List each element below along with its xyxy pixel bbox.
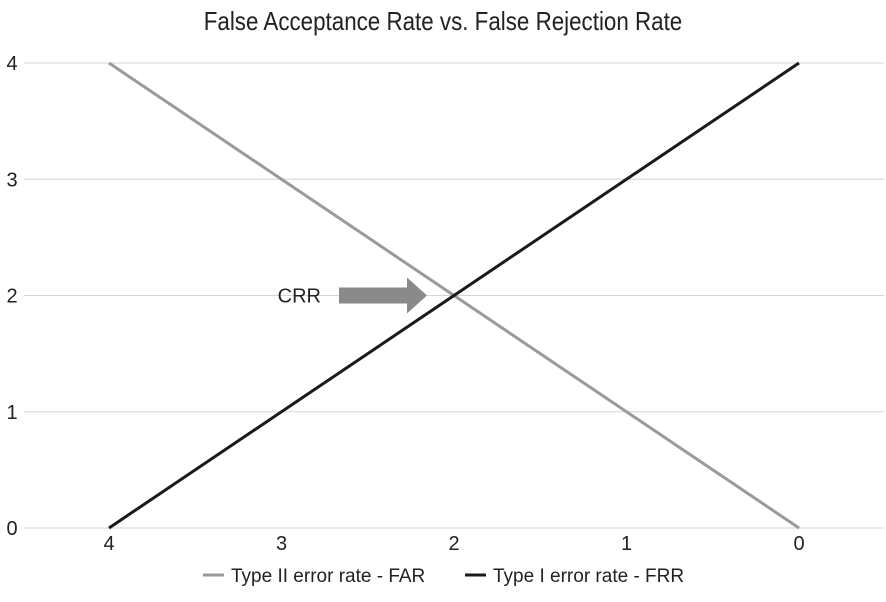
x-axis-labels: 4 3 2 1 0 bbox=[103, 533, 804, 555]
y-tick-label: 2 bbox=[6, 286, 17, 308]
y-tick-label: 0 bbox=[6, 518, 17, 540]
y-tick-label: 3 bbox=[6, 169, 17, 191]
legend: Type II error rate - FAR Type I error rat… bbox=[203, 566, 684, 587]
legend-label: Type II error rate - FAR bbox=[231, 566, 425, 587]
x-tick-label: 1 bbox=[621, 533, 632, 555]
crr-arrow bbox=[339, 277, 427, 314]
y-axis-labels: 0 1 2 3 4 bbox=[6, 53, 17, 540]
annotation: CRR bbox=[278, 277, 427, 314]
chart-title: False Acceptance Rate vs. False Rejectio… bbox=[203, 6, 683, 36]
legend-label: Type I error rate - FRR bbox=[493, 566, 684, 587]
y-tick-label: 4 bbox=[6, 53, 17, 75]
y-tick-label: 1 bbox=[6, 402, 17, 424]
x-tick-label: 2 bbox=[448, 533, 459, 555]
x-tick-label: 4 bbox=[103, 533, 114, 555]
series-lines bbox=[108, 61, 800, 530]
crr-label: CRR bbox=[278, 286, 321, 308]
x-tick-label: 3 bbox=[276, 533, 287, 555]
series-line-frr bbox=[108, 61, 800, 530]
x-tick-label: 0 bbox=[793, 533, 804, 555]
